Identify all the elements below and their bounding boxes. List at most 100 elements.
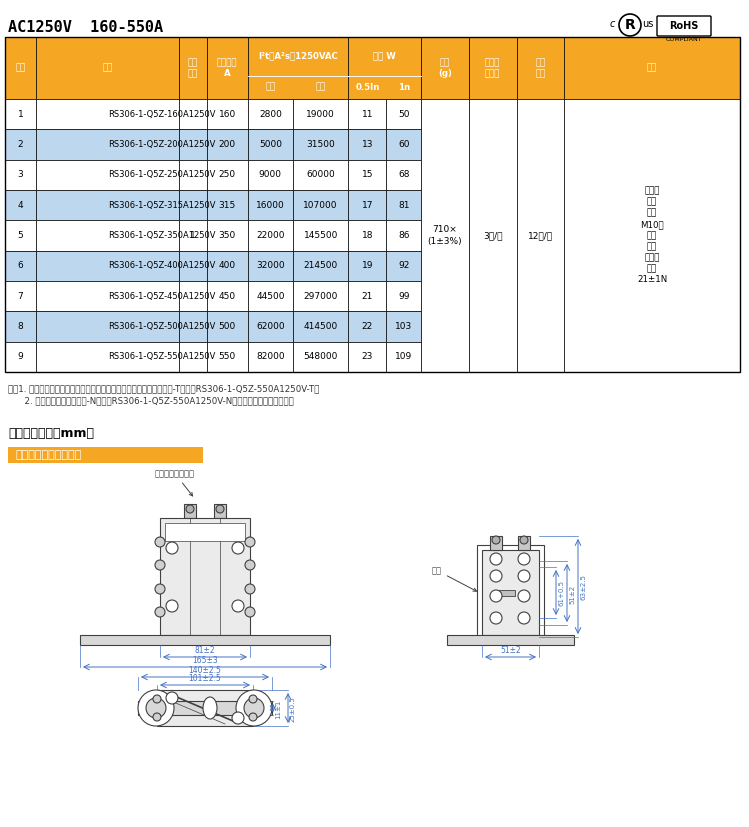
Text: 60: 60 — [398, 140, 410, 149]
Bar — [386, 281, 421, 311]
Bar — [5, 190, 36, 220]
Bar — [386, 311, 421, 342]
Text: 21: 21 — [362, 292, 373, 301]
Text: RS306-1-Q5Z-450A1250V: RS306-1-Q5Z-450A1250V — [108, 292, 216, 301]
Text: RS306-1-Q5Z-500A1250V: RS306-1-Q5Z-500A1250V — [108, 322, 216, 331]
Bar — [36, 160, 179, 190]
Text: 44500: 44500 — [256, 292, 285, 301]
Bar — [5, 129, 36, 160]
Text: 31500: 31500 — [306, 140, 335, 149]
Text: 3只/盒: 3只/盒 — [483, 231, 503, 240]
Text: 13: 13 — [362, 140, 373, 149]
Text: 8: 8 — [17, 322, 23, 331]
Bar — [248, 190, 293, 220]
Text: R: R — [625, 18, 635, 32]
Text: RS306-1-Q5Z-550A1250V: RS306-1-Q5Z-550A1250V — [108, 352, 216, 361]
Text: 弧前: 弧前 — [265, 83, 276, 92]
Circle shape — [166, 692, 178, 704]
Text: 500: 500 — [219, 322, 236, 331]
Text: 1: 1 — [190, 231, 196, 240]
Bar — [293, 342, 348, 372]
Circle shape — [492, 536, 500, 544]
Text: 400: 400 — [219, 261, 236, 270]
Bar — [477, 545, 544, 640]
Bar — [36, 190, 179, 220]
Bar — [138, 701, 272, 715]
Ellipse shape — [203, 697, 217, 719]
Text: 3: 3 — [17, 170, 23, 179]
Bar — [179, 129, 207, 160]
Text: 最小包
装数量: 最小包 装数量 — [485, 58, 500, 78]
Text: 18: 18 — [362, 231, 373, 240]
Text: 9000: 9000 — [259, 170, 282, 179]
Bar — [207, 37, 248, 99]
Bar — [293, 311, 348, 342]
Bar — [348, 160, 386, 190]
Text: 414500: 414500 — [303, 322, 338, 331]
Text: 25±0.5: 25±0.5 — [290, 696, 296, 722]
Text: 2: 2 — [18, 140, 23, 149]
Text: 297000: 297000 — [303, 292, 338, 301]
Bar — [421, 99, 469, 372]
Text: 99: 99 — [398, 292, 410, 301]
Text: COMPLIANT: COMPLIANT — [666, 37, 703, 42]
Text: 107000: 107000 — [303, 201, 338, 210]
Bar — [293, 99, 348, 129]
Bar — [348, 37, 421, 99]
Bar — [207, 99, 248, 129]
Bar — [207, 129, 248, 160]
Text: 315: 315 — [219, 201, 236, 210]
Circle shape — [518, 612, 530, 624]
Bar — [293, 160, 348, 190]
Circle shape — [166, 600, 178, 612]
Text: 包装
数量: 包装 数量 — [536, 58, 545, 78]
Text: 101±2.5: 101±2.5 — [189, 674, 222, 683]
Bar — [386, 129, 421, 160]
Bar — [179, 251, 207, 281]
Text: RS306-1-Q5Z-400A1250V: RS306-1-Q5Z-400A1250V — [108, 261, 216, 270]
Bar — [348, 220, 386, 251]
Text: 1n: 1n — [398, 83, 410, 92]
Bar — [5, 311, 36, 342]
Text: 165±3: 165±3 — [192, 656, 218, 665]
Bar — [248, 99, 293, 129]
Bar — [386, 220, 421, 251]
Bar — [36, 99, 179, 129]
Circle shape — [138, 690, 174, 726]
Bar — [36, 311, 179, 342]
Text: RS306-1-Q5Z-350A1250V: RS306-1-Q5Z-350A1250V — [108, 231, 216, 240]
Text: 9: 9 — [17, 352, 23, 361]
Text: 2800: 2800 — [259, 110, 282, 118]
Bar — [214, 504, 226, 518]
Bar — [179, 311, 207, 342]
Bar — [207, 190, 248, 220]
Bar — [421, 37, 469, 99]
Bar — [179, 37, 207, 99]
Text: 61+0.5: 61+0.5 — [558, 580, 564, 606]
Text: 550: 550 — [219, 352, 236, 361]
Text: 产品外形尺寸（mm）: 产品外形尺寸（mm） — [8, 427, 94, 440]
Circle shape — [155, 560, 165, 570]
Bar — [36, 342, 179, 372]
Circle shape — [153, 713, 161, 721]
Bar — [348, 281, 386, 311]
Text: 7: 7 — [17, 292, 23, 301]
Circle shape — [490, 553, 502, 565]
Bar — [5, 99, 36, 129]
Bar — [518, 536, 530, 550]
Text: 4: 4 — [18, 201, 23, 210]
Text: 额定电流
A: 额定电流 A — [217, 58, 237, 78]
Bar — [179, 342, 207, 372]
Text: 548000: 548000 — [303, 352, 338, 361]
Text: 11: 11 — [362, 110, 373, 118]
Bar — [248, 311, 293, 342]
Bar — [157, 690, 253, 726]
Circle shape — [518, 590, 530, 602]
Bar — [5, 160, 36, 190]
Text: 尺寸
代码: 尺寸 代码 — [188, 58, 198, 78]
Bar — [248, 342, 293, 372]
Circle shape — [520, 536, 528, 544]
Text: 燘断件外形及安装尺寸: 燘断件外形及安装尺寸 — [15, 450, 81, 460]
Circle shape — [146, 698, 166, 718]
Circle shape — [232, 712, 244, 724]
